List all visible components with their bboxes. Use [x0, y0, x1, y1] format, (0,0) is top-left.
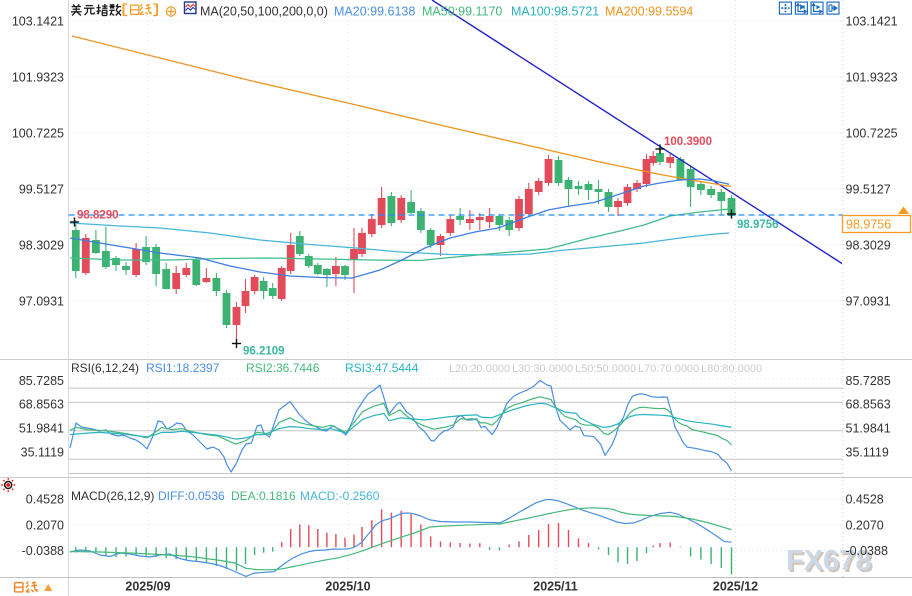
svg-text:0.4528: 0.4528 [26, 493, 64, 507]
svg-text:98.9756: 98.9756 [737, 219, 779, 231]
svg-text:101.9323: 101.9323 [846, 70, 898, 84]
svg-text:2025/10: 2025/10 [325, 580, 370, 594]
svg-text:MA(20,50,100,200,0,0): MA(20,50,100,200,0,0) [200, 5, 328, 19]
svg-text:L50:50.0000: L50:50.0000 [575, 363, 636, 375]
svg-text:DIFF:0.0536: DIFF:0.0536 [158, 489, 225, 503]
svg-text:99.5127: 99.5127 [846, 182, 891, 196]
svg-text:L80:80.0000: L80:80.0000 [701, 363, 762, 375]
svg-text:103.1421: 103.1421 [12, 14, 64, 28]
svg-text:MA20:99.6138: MA20:99.6138 [334, 5, 415, 19]
svg-text:100.7225: 100.7225 [846, 126, 898, 140]
svg-text:-0.0388: -0.0388 [22, 544, 64, 558]
svg-text:RSI2:36.7446: RSI2:36.7446 [246, 361, 320, 375]
svg-text:100.3900: 100.3900 [664, 136, 712, 148]
svg-text:RSI3:47.5444: RSI3:47.5444 [345, 361, 419, 375]
svg-text:L70:70.0000: L70:70.0000 [638, 363, 699, 375]
svg-text:2025/09: 2025/09 [125, 580, 170, 594]
svg-text:MA200:99.5594: MA200:99.5594 [605, 5, 693, 19]
svg-text:68.8563: 68.8563 [19, 397, 64, 411]
svg-text:35.1119: 35.1119 [21, 445, 64, 459]
svg-text:100.7225: 100.7225 [12, 126, 64, 140]
svg-text:FX678: FX678 [786, 545, 871, 577]
svg-text:98.3029: 98.3029 [846, 238, 891, 252]
svg-text:103.1421: 103.1421 [846, 14, 898, 28]
svg-text:-0.0388: -0.0388 [846, 544, 888, 558]
svg-text:35.1119: 35.1119 [846, 445, 889, 459]
svg-text:97.0931: 97.0931 [846, 294, 891, 308]
svg-text:L20:20.0000: L20:20.0000 [449, 363, 510, 375]
svg-text:96.2109: 96.2109 [243, 346, 285, 358]
svg-text:51.9841: 51.9841 [19, 421, 64, 435]
svg-text:MACD(26,12,9): MACD(26,12,9) [71, 489, 154, 503]
svg-text:68.8563: 68.8563 [846, 397, 891, 411]
svg-text:85.7285: 85.7285 [19, 374, 64, 388]
svg-text:RSI1:18.2397: RSI1:18.2397 [146, 361, 220, 375]
svg-text:RSI(6,12,24): RSI(6,12,24) [71, 361, 139, 375]
svg-text:98.9756: 98.9756 [846, 218, 891, 232]
svg-text:98.8290: 98.8290 [77, 210, 119, 222]
svg-text:2025/11: 2025/11 [533, 580, 578, 594]
svg-text:DEA:0.1816: DEA:0.1816 [231, 489, 296, 503]
svg-text:99.5127: 99.5127 [19, 182, 64, 196]
svg-text:97.0931: 97.0931 [19, 294, 64, 308]
svg-text:0.2070: 0.2070 [846, 518, 884, 532]
svg-text:98.3029: 98.3029 [19, 238, 64, 252]
svg-text:0.4528: 0.4528 [846, 493, 884, 507]
svg-text:MACD:-0.2560: MACD:-0.2560 [300, 489, 380, 503]
svg-text:51.9841: 51.9841 [846, 421, 891, 435]
svg-text:MA100:98.5721: MA100:98.5721 [511, 5, 599, 19]
svg-text:MA50:99.1170: MA50:99.1170 [422, 5, 502, 19]
svg-text:85.7285: 85.7285 [846, 374, 891, 388]
svg-text:2025/12: 2025/12 [713, 580, 758, 594]
svg-text:0.2070: 0.2070 [26, 518, 64, 532]
svg-text:L30:30.0000: L30:30.0000 [512, 363, 573, 375]
svg-text:101.9323: 101.9323 [12, 70, 64, 84]
